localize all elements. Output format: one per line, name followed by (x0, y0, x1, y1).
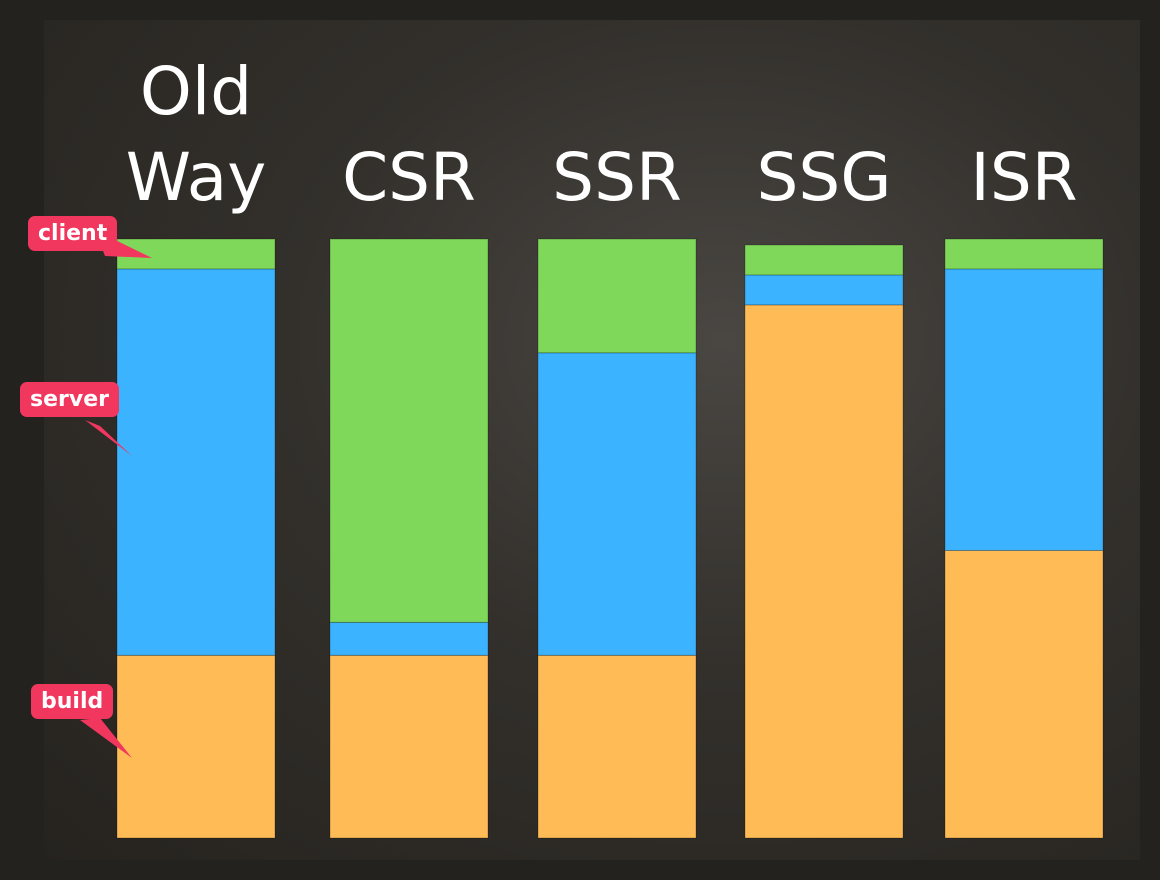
bar-segment-build-3 (744, 304, 904, 839)
category-label-1: CSR (342, 139, 476, 216)
bar-segment-server-4 (944, 268, 1104, 551)
category-label-3: SSG (757, 139, 892, 216)
category-label-2: SSR (552, 139, 682, 216)
category-label-0: Old Way (126, 53, 267, 216)
bar-segment-client-2 (537, 238, 697, 354)
bar-segment-build-0 (116, 654, 276, 839)
legend-label-build: build (31, 684, 114, 719)
bar-segment-server-3 (744, 274, 904, 306)
bar-segment-build-1 (329, 654, 489, 839)
bar-segment-server-0 (116, 268, 276, 656)
bar-segment-client-1 (329, 238, 489, 623)
stacked-bar-chart: Old Way CSR SSR SSG ISR (116, 53, 1104, 839)
bar-segment-client-4 (944, 238, 1104, 270)
bar-segment-server-2 (537, 352, 697, 656)
category-label-4: ISR (970, 139, 1077, 216)
bar-segment-server-1 (329, 621, 489, 656)
bar-segment-build-2 (537, 654, 697, 839)
bar-segment-client-3 (744, 244, 904, 276)
slide: Old Way CSR SSR SSG ISR (44, 20, 1140, 860)
legend-label-server: server (20, 382, 119, 417)
legend-label-client: client (28, 216, 118, 251)
bar-segment-build-4 (944, 549, 1104, 839)
